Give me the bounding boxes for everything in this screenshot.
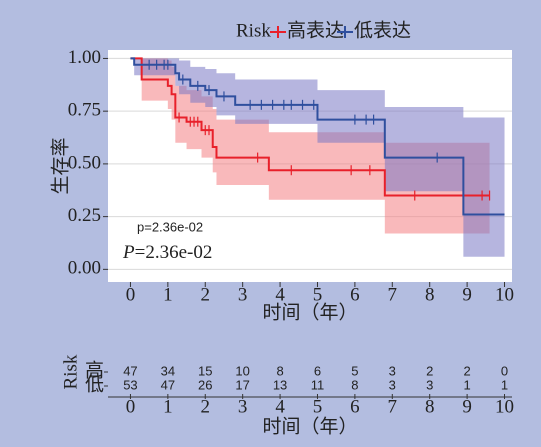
risk-count: 3 bbox=[389, 377, 396, 392]
row-label: 低 bbox=[85, 373, 104, 395]
risk-count: 0 bbox=[501, 363, 508, 378]
risk-count: 47 bbox=[161, 377, 175, 392]
y-tick-label: 0.25 bbox=[68, 205, 101, 226]
x-tick-label: 8 bbox=[425, 284, 435, 305]
risk-count: 13 bbox=[273, 377, 287, 392]
table-title: Risk bbox=[60, 354, 81, 389]
x-tick-label: 7 bbox=[388, 396, 398, 417]
risk-count: 8 bbox=[276, 363, 283, 378]
x-tick-label: 3 bbox=[238, 396, 248, 417]
x-tick-label: 3 bbox=[238, 284, 248, 305]
confidence-band bbox=[130, 58, 505, 257]
x-tick-label: 9 bbox=[462, 284, 472, 305]
risk-count: 15 bbox=[198, 363, 212, 378]
x-tick-label: 7 bbox=[388, 284, 398, 305]
risk-count: 3 bbox=[426, 377, 433, 392]
x-tick-label: 6 bbox=[350, 284, 360, 305]
risk-count: 10 bbox=[235, 363, 249, 378]
risk-count: 2 bbox=[426, 363, 433, 378]
x-tick-label: 0 bbox=[126, 284, 136, 305]
row-label: 高 bbox=[85, 359, 104, 381]
x-axis-title: 时间（年） bbox=[262, 415, 357, 437]
p-value: P=2.36e-02 bbox=[122, 242, 212, 263]
x-tick-label: 1 bbox=[163, 284, 173, 305]
y-axis-title: 生存率 bbox=[49, 137, 71, 194]
survival-line bbox=[130, 57, 505, 216]
y-tick-label: 0.75 bbox=[68, 100, 101, 121]
x-tick-label: 2 bbox=[201, 284, 211, 305]
x-tick-label: 10 bbox=[495, 396, 514, 417]
risk-count: 2 bbox=[463, 363, 470, 378]
risk-count: 1 bbox=[501, 377, 508, 392]
p-symbol: P bbox=[122, 242, 135, 263]
p-text: =2.36e-02 bbox=[135, 242, 213, 263]
risk-count: 26 bbox=[198, 377, 212, 392]
x-tick-label: 4 bbox=[275, 396, 285, 417]
y-tick-label: 1.00 bbox=[68, 47, 101, 68]
x-axis-title: 时间（年） bbox=[262, 301, 357, 323]
y-tick-label: 0.50 bbox=[68, 152, 101, 173]
legend-label: 高表达 bbox=[287, 19, 344, 41]
x-tick-label: 2 bbox=[201, 396, 211, 417]
risk-count: 1 bbox=[463, 377, 470, 392]
risk-count: 6 bbox=[314, 363, 321, 378]
legend-label: 低表达 bbox=[354, 19, 411, 41]
x-tick-label: 6 bbox=[350, 396, 360, 417]
legend-title: Risk bbox=[236, 20, 271, 41]
x-tick-label: 4 bbox=[275, 284, 285, 305]
risk-count: 34 bbox=[161, 363, 175, 378]
x-tick-label: 5 bbox=[313, 284, 323, 305]
risk-count: 5 bbox=[351, 363, 358, 378]
risk-count: 53 bbox=[123, 377, 137, 392]
x-tick-label: 1 bbox=[163, 396, 173, 417]
x-tick-label: 8 bbox=[425, 396, 435, 417]
y-tick-label: 0.00 bbox=[68, 258, 101, 279]
x-tick-label: 10 bbox=[495, 284, 514, 305]
risk-count: 3 bbox=[389, 363, 396, 378]
risk-count: 11 bbox=[311, 377, 325, 392]
annotation: p=2.36e-02 bbox=[137, 219, 203, 234]
risk-count: 47 bbox=[123, 363, 137, 378]
x-tick-label: 0 bbox=[126, 396, 136, 417]
x-tick-label: 5 bbox=[313, 396, 323, 417]
risk-count: 17 bbox=[235, 377, 249, 392]
risk-count: 8 bbox=[351, 377, 358, 392]
x-tick-label: 9 bbox=[462, 396, 472, 417]
